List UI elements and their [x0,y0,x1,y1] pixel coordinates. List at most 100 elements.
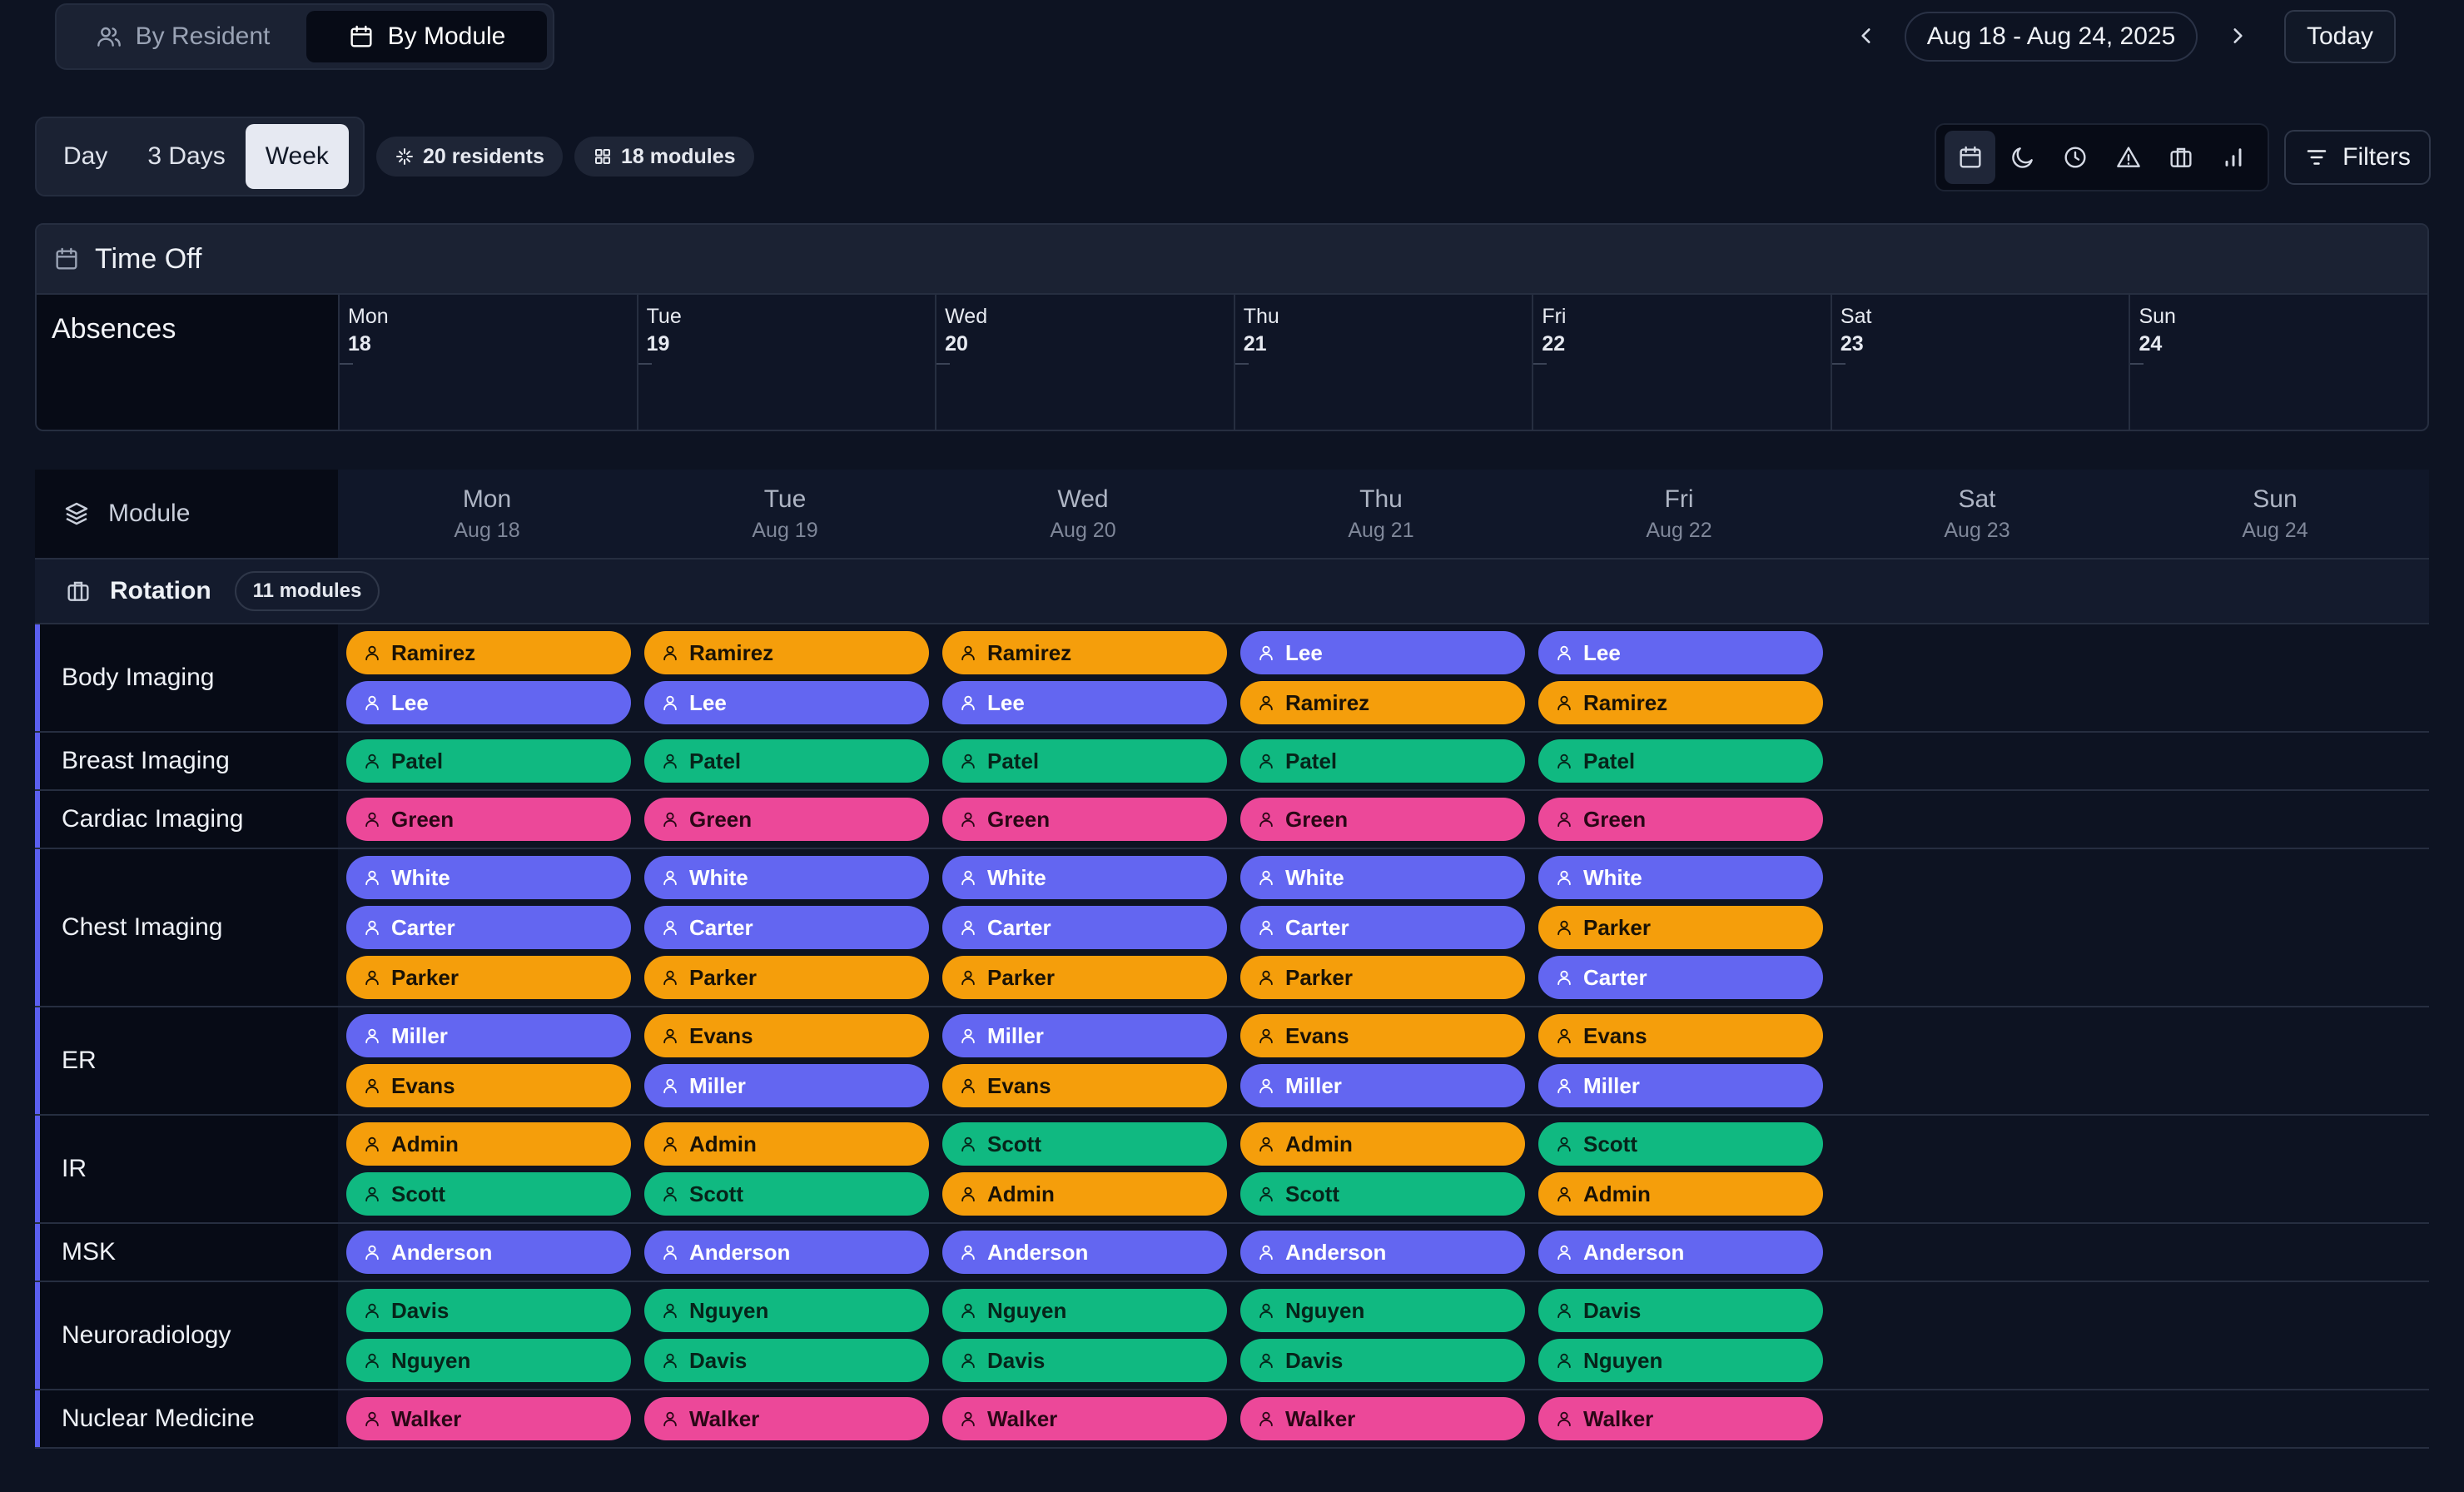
range-3days-tab[interactable]: 3 Days [147,142,226,170]
today-button[interactable]: Today [2284,10,2396,63]
resident-assignment-chip[interactable]: Davis [1538,1289,1823,1332]
rotations-button[interactable] [2155,131,2206,184]
module-name[interactable]: IR [35,1116,338,1222]
schedule-cell[interactable]: Scott Admin [1530,1116,1828,1222]
schedule-cell[interactable]: Walker [1232,1390,1530,1447]
resident-assignment-chip[interactable]: Lee [644,681,929,724]
schedule-cell[interactable]: Nguyen Davis [1232,1282,1530,1389]
resident-assignment-chip[interactable]: Miller [942,1014,1227,1057]
schedule-cell[interactable]: Ramirez Lee [934,624,1232,731]
resident-assignment-chip[interactable]: Carter [644,906,929,949]
resident-assignment-chip[interactable]: White [644,856,929,899]
resident-assignment-chip[interactable]: White [1538,856,1823,899]
schedule-cell[interactable]: Green [1530,791,1828,848]
resident-assignment-chip[interactable]: Green [346,798,631,841]
resident-assignment-chip[interactable]: Walker [644,1397,929,1440]
resident-assignment-chip[interactable]: Walker [1538,1397,1823,1440]
resident-assignment-chip[interactable]: Admin [1240,1122,1525,1166]
range-week-tab[interactable]: Week [245,124,349,189]
schedule-cell[interactable] [1828,1282,2126,1389]
schedule-cell[interactable] [1828,733,2126,789]
resident-assignment-chip[interactable]: Ramirez [1240,681,1525,724]
schedule-cell[interactable]: Nguyen Davis [636,1282,934,1389]
resident-assignment-chip[interactable]: Patel [1538,739,1823,783]
schedule-cell[interactable]: White Parker Carter [1530,849,1828,1006]
schedule-cell[interactable]: Admin Scott [636,1116,934,1222]
resident-assignment-chip[interactable]: Anderson [942,1231,1227,1274]
range-day-tab[interactable]: Day [63,142,108,170]
schedule-cell[interactable]: Green [636,791,934,848]
resident-assignment-chip[interactable]: Walker [346,1397,631,1440]
schedule-cell[interactable] [1828,1224,2126,1281]
schedule-cell[interactable] [2126,1390,2424,1447]
schedule-cell[interactable]: Walker [934,1390,1232,1447]
resident-assignment-chip[interactable]: Scott [942,1122,1227,1166]
schedule-cell[interactable]: Nguyen Davis [934,1282,1232,1389]
resident-assignment-chip[interactable]: Admin [346,1122,631,1166]
resident-assignment-chip[interactable]: Patel [346,739,631,783]
resident-assignment-chip[interactable]: Ramirez [346,631,631,674]
schedule-cell[interactable]: Davis Nguyen [1530,1282,1828,1389]
schedule-cell[interactable]: Patel [338,733,636,789]
resident-assignment-chip[interactable]: Anderson [644,1231,929,1274]
schedule-cell[interactable]: Anderson [636,1224,934,1281]
schedule-cell[interactable]: Anderson [934,1224,1232,1281]
schedule-cell[interactable]: Miller Evans [338,1007,636,1114]
resident-assignment-chip[interactable]: Miller [644,1064,929,1107]
resident-assignment-chip[interactable]: Parker [1538,906,1823,949]
absence-day-cell[interactable]: Tue 19 [638,295,937,430]
by-module-tab[interactable]: By Module [306,11,547,62]
resident-assignment-chip[interactable]: Patel [644,739,929,783]
night-shift-button[interactable] [1997,131,2048,184]
schedule-cell[interactable]: Admin Scott [1232,1116,1530,1222]
schedule-cell[interactable]: Patel [1232,733,1530,789]
resident-assignment-chip[interactable]: White [1240,856,1525,899]
schedule-cell[interactable] [2126,733,2424,789]
module-name[interactable]: Breast Imaging [35,733,338,789]
resident-assignment-chip[interactable]: Carter [1538,956,1823,999]
schedule-cell[interactable]: Green [934,791,1232,848]
resident-assignment-chip[interactable]: Carter [346,906,631,949]
resident-assignment-chip[interactable]: White [942,856,1227,899]
resident-assignment-chip[interactable]: Green [942,798,1227,841]
by-resident-tab[interactable]: By Resident [62,11,303,62]
resident-assignment-chip[interactable]: White [346,856,631,899]
resident-assignment-chip[interactable]: Nguyen [1240,1289,1525,1332]
schedule-cell[interactable]: White Carter Parker [1232,849,1530,1006]
schedule-cell[interactable] [1828,1116,2126,1222]
schedule-cell[interactable]: Evans Miller [1530,1007,1828,1114]
module-name[interactable]: Nuclear Medicine [35,1390,338,1447]
time-off-header[interactable]: Time Off [37,225,2427,295]
schedule-cell[interactable] [2126,624,2424,731]
resident-assignment-chip[interactable]: Lee [346,681,631,724]
module-name[interactable]: Chest Imaging [35,849,338,1006]
resident-assignment-chip[interactable]: Carter [1240,906,1525,949]
schedule-cell[interactable]: Admin Scott [338,1116,636,1222]
resident-assignment-chip[interactable]: Evans [1538,1014,1823,1057]
resident-assignment-chip[interactable]: Evans [1240,1014,1525,1057]
resident-assignment-chip[interactable]: Anderson [1538,1231,1823,1274]
module-name[interactable]: MSK [35,1224,338,1281]
resident-assignment-chip[interactable]: Walker [942,1397,1227,1440]
absence-day-cell[interactable]: Mon 18 [340,295,638,430]
schedule-cell[interactable]: Walker [636,1390,934,1447]
schedule-cell[interactable] [2126,791,2424,848]
resident-assignment-chip[interactable]: Nguyen [1538,1339,1823,1382]
resident-assignment-chip[interactable]: Anderson [346,1231,631,1274]
schedule-cell[interactable]: White Carter Parker [934,849,1232,1006]
resident-assignment-chip[interactable]: Parker [644,956,929,999]
resident-assignment-chip[interactable]: Green [644,798,929,841]
schedule-cell[interactable]: Patel [1530,733,1828,789]
resident-assignment-chip[interactable]: Admin [942,1172,1227,1216]
resident-assignment-chip[interactable]: Parker [346,956,631,999]
resident-assignment-chip[interactable]: Carter [942,906,1227,949]
module-name[interactable]: ER [35,1007,338,1114]
schedule-cell[interactable]: Anderson [1530,1224,1828,1281]
schedule-cell[interactable]: Green [338,791,636,848]
schedule-cell[interactable]: Walker [338,1390,636,1447]
resident-assignment-chip[interactable]: Nguyen [942,1289,1227,1332]
resident-assignment-chip[interactable]: Scott [1538,1122,1823,1166]
module-name[interactable]: Body Imaging [35,624,338,731]
schedule-cell[interactable] [2126,1282,2424,1389]
resident-assignment-chip[interactable]: Miller [1240,1064,1525,1107]
